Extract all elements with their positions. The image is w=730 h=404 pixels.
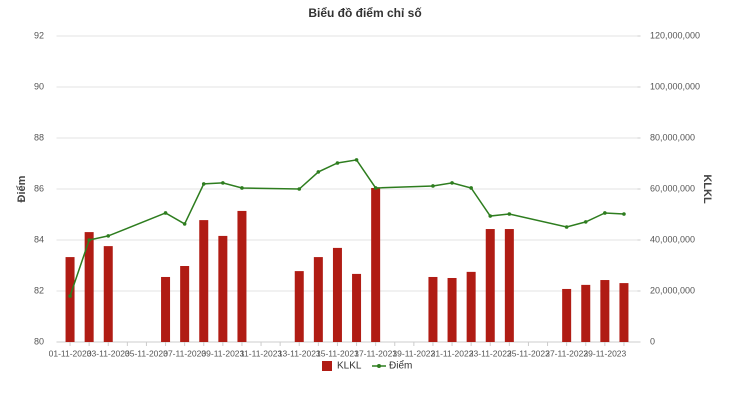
line-point [163, 211, 168, 215]
y-tick-label: 92 [34, 30, 44, 40]
x-tick-label: 27-11-2023 [545, 348, 588, 358]
y-tick-label: 82 [34, 285, 44, 295]
bar [199, 220, 209, 342]
y2-tick-label: 20,000,000 [650, 285, 695, 295]
bar [84, 232, 94, 342]
legend-label: KLKL [337, 361, 362, 372]
x-tick-label: 13-11-2023 [278, 348, 321, 358]
x-tick-label: 23-11-2023 [469, 348, 512, 358]
bar [581, 284, 591, 342]
line-point [182, 222, 187, 226]
y2-tick-label: 120,000,000 [650, 30, 700, 40]
y2-tick-label: 100,000,000 [650, 81, 700, 91]
bar [466, 271, 476, 342]
y-tick-label: 90 [34, 81, 44, 91]
line-point [316, 170, 321, 174]
line-point [87, 238, 91, 242]
line-point [221, 181, 225, 185]
y-tick-label: 80 [34, 336, 44, 346]
bar [485, 229, 495, 342]
bar [447, 277, 457, 342]
line-point [622, 212, 626, 216]
line-point [354, 158, 359, 162]
bar [180, 266, 190, 342]
y-axis-title: Điểm [16, 175, 28, 202]
x-tick-label: 21-11-2023 [431, 348, 474, 358]
bar [294, 271, 304, 342]
line-point [564, 225, 569, 229]
bar [562, 288, 572, 342]
x-tick-label: 05-11-2023 [125, 348, 168, 358]
line-point [469, 186, 473, 190]
legend-swatch [322, 361, 332, 371]
y2-tick-label: 80,000,000 [650, 132, 695, 142]
bar [504, 229, 514, 342]
line-point [335, 161, 340, 165]
line-point [297, 187, 302, 191]
x-tick-label: 15-11-2023 [316, 348, 359, 358]
line-point [240, 186, 244, 190]
bar [428, 276, 438, 342]
x-tick-label: 07-11-2023 [163, 348, 206, 358]
line-point [201, 182, 206, 186]
bar [161, 276, 171, 342]
line-point [450, 181, 454, 185]
y-tick-label: 88 [34, 132, 44, 142]
y2-axis-title: KLKL [701, 174, 713, 204]
bar [352, 273, 362, 342]
y-tick-label: 86 [34, 183, 44, 193]
line-point [488, 214, 493, 218]
x-tick-label: 19-11-2023 [392, 348, 435, 358]
bar [313, 257, 323, 342]
bar [371, 187, 381, 342]
x-tick-label: 03-11-2023 [87, 348, 130, 358]
bar [332, 247, 342, 342]
line-point [373, 186, 378, 190]
line-point [603, 211, 607, 215]
line-point [106, 234, 111, 238]
x-tick-label: 01-11-2023 [49, 348, 92, 358]
line-point [431, 184, 435, 188]
line [69, 159, 624, 297]
legend-label: Điểm [389, 360, 412, 372]
x-tick-label: 17-11-2023 [354, 348, 397, 358]
x-tick-label: 25-11-2023 [507, 348, 550, 358]
bar [237, 210, 247, 342]
y-tick-label: 84 [34, 234, 44, 244]
bar [218, 235, 228, 342]
line-point [507, 212, 512, 216]
bar [65, 257, 75, 342]
x-tick-label: 09-11-2023 [201, 348, 244, 358]
bar [103, 246, 113, 342]
x-tick-label: 29-11-2023 [583, 348, 626, 358]
y2-tick-label: 40,000,000 [650, 234, 695, 244]
y2-tick-label: 60,000,000 [650, 183, 695, 193]
y2-tick-label: 0 [650, 336, 655, 346]
legend-swatch [377, 364, 381, 368]
chart-title: Biểu đồ điểm chỉ số [308, 6, 421, 20]
line-point [583, 220, 588, 224]
bar [600, 280, 610, 342]
bar [619, 283, 629, 342]
line-point [68, 294, 72, 298]
x-tick-label: 11-11-2023 [240, 348, 282, 358]
